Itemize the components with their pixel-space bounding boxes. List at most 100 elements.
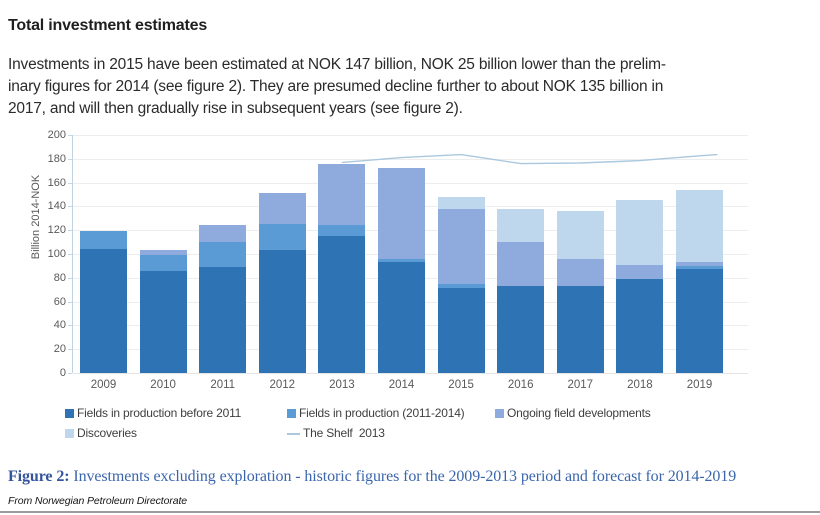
y-axis-tick bbox=[68, 158, 72, 160]
bar-2018 bbox=[616, 200, 664, 373]
y-tick-label: 140 bbox=[47, 200, 66, 213]
x-tick-label: 2019 bbox=[686, 379, 713, 391]
y-axis-tick bbox=[68, 277, 72, 279]
bar-segment bbox=[80, 231, 127, 250]
bar-segment bbox=[139, 250, 187, 256]
x-tick-label: 2013 bbox=[329, 379, 355, 391]
bar-segment bbox=[258, 224, 306, 251]
bar-segment bbox=[80, 249, 127, 373]
y-tick-label: 40 bbox=[53, 319, 66, 332]
x-tick-label: 2015 bbox=[448, 379, 474, 391]
bar-2012 bbox=[258, 193, 306, 373]
bar-segment bbox=[199, 242, 247, 268]
legend-label: Fields in production before 2011 bbox=[77, 406, 242, 420]
bar-segment bbox=[676, 189, 723, 263]
bar-segment bbox=[616, 264, 664, 279]
y-axis-tick bbox=[68, 373, 72, 374]
bar-2014 bbox=[378, 168, 425, 373]
bar-segment bbox=[199, 225, 247, 243]
x-tick-label: 2017 bbox=[567, 379, 594, 391]
bar-2019 bbox=[676, 189, 723, 373]
gridline bbox=[73, 135, 748, 136]
bar-segment bbox=[318, 225, 366, 237]
bar-segment bbox=[616, 200, 664, 265]
y-tick-label: 80 bbox=[53, 271, 66, 284]
legend-swatch-fields-2011-2014-icon bbox=[287, 409, 296, 418]
y-axis-tick bbox=[68, 135, 72, 136]
bar-2013 bbox=[318, 163, 366, 373]
y-axis-tick bbox=[68, 182, 72, 184]
x-tick-label: 2016 bbox=[507, 379, 534, 391]
bar-2009 bbox=[80, 231, 127, 373]
source-note: From Norwegian Petroleum Directorate bbox=[8, 495, 188, 507]
bar-segment bbox=[437, 283, 485, 289]
bar-segment bbox=[556, 211, 604, 259]
x-tick-label: 2010 bbox=[150, 379, 176, 391]
y-axis-tick bbox=[68, 349, 72, 351]
y-axis-line bbox=[72, 135, 73, 373]
y-tick-label: 60 bbox=[53, 295, 66, 308]
bar-2016 bbox=[497, 208, 545, 373]
bar-2017 bbox=[556, 211, 604, 373]
bar-segment bbox=[437, 288, 485, 373]
bar-segment bbox=[139, 255, 187, 271]
x-tick-label: 2014 bbox=[388, 379, 415, 391]
figure-caption: Figure 2: Investments excluding explorat… bbox=[8, 468, 814, 486]
bar-segment bbox=[556, 258, 604, 287]
legend-swatch-fields-before-2011-icon bbox=[65, 409, 74, 418]
legend-label: Fields in production (2011-2014) bbox=[299, 406, 465, 420]
intro-line: inary figures for 2014 (see figure 2). T… bbox=[8, 77, 664, 95]
bottom-divider bbox=[0, 511, 820, 513]
x-tick-label: 2012 bbox=[269, 379, 296, 391]
bar-segment bbox=[378, 258, 425, 263]
bar-segment bbox=[616, 278, 664, 373]
y-tick-label: 200 bbox=[47, 129, 66, 141]
x-tick-label: 2009 bbox=[90, 379, 117, 391]
bar-segment bbox=[497, 286, 545, 373]
intro-line: 2017, and will then gradually rise in su… bbox=[8, 99, 463, 117]
bar-2010 bbox=[139, 250, 187, 373]
y-axis-tick bbox=[68, 301, 72, 303]
bar-segment bbox=[378, 262, 425, 373]
y-axis-tick bbox=[68, 206, 72, 208]
y-tick-label: 160 bbox=[47, 176, 66, 189]
bar-segment bbox=[378, 168, 425, 259]
legend-label: Ongoing field developments bbox=[507, 406, 651, 420]
y-tick-label: 0 bbox=[59, 367, 66, 379]
bar-2015 bbox=[437, 197, 485, 373]
bar-segment bbox=[676, 262, 723, 266]
bar-segment bbox=[199, 267, 247, 373]
legend-label: Discoveries bbox=[77, 426, 137, 440]
legend-swatch-ongoing-developments-icon bbox=[495, 409, 504, 418]
y-tick-label: 120 bbox=[47, 224, 66, 237]
intro-paragraph: Investments in 2015 have been estimated … bbox=[8, 54, 814, 120]
x-tick-label: 2011 bbox=[210, 379, 236, 391]
y-axis-tick bbox=[68, 325, 72, 327]
y-axis-tick bbox=[68, 254, 72, 255]
bar-segment bbox=[318, 163, 366, 226]
gridline bbox=[73, 373, 748, 374]
bar-segment bbox=[258, 193, 306, 225]
bar-segment bbox=[437, 208, 485, 284]
gridline bbox=[73, 158, 748, 160]
bar-segment bbox=[258, 250, 306, 373]
y-tick-label: 20 bbox=[53, 343, 66, 356]
bar-segment bbox=[318, 236, 366, 373]
bar-segment bbox=[676, 265, 723, 270]
legend-swatch-discoveries-icon bbox=[65, 429, 74, 438]
legend-item-fields-before-2011: Fields in production before 2011 bbox=[65, 406, 241, 420]
bar-segment bbox=[497, 242, 545, 287]
bar-segment bbox=[497, 208, 545, 243]
legend-item-discoveries: Discoveries bbox=[65, 426, 137, 440]
x-tick-label: 2018 bbox=[627, 379, 653, 391]
intro-line: Investments in 2015 have been estimated … bbox=[8, 55, 666, 73]
legend-label: The Shelf 2013 bbox=[303, 426, 385, 440]
legend-item-shelf-line: The Shelf 2013 bbox=[287, 426, 385, 440]
legend-swatch-shelf-line-icon bbox=[287, 433, 300, 435]
legend-item-fields-2011-2014: Fields in production (2011-2014) bbox=[287, 406, 465, 420]
figure-caption-label: Figure 2: bbox=[8, 468, 70, 485]
bar-2011 bbox=[199, 225, 247, 373]
page-title: Total investment estimates bbox=[8, 16, 208, 34]
bar-segment bbox=[139, 270, 187, 373]
